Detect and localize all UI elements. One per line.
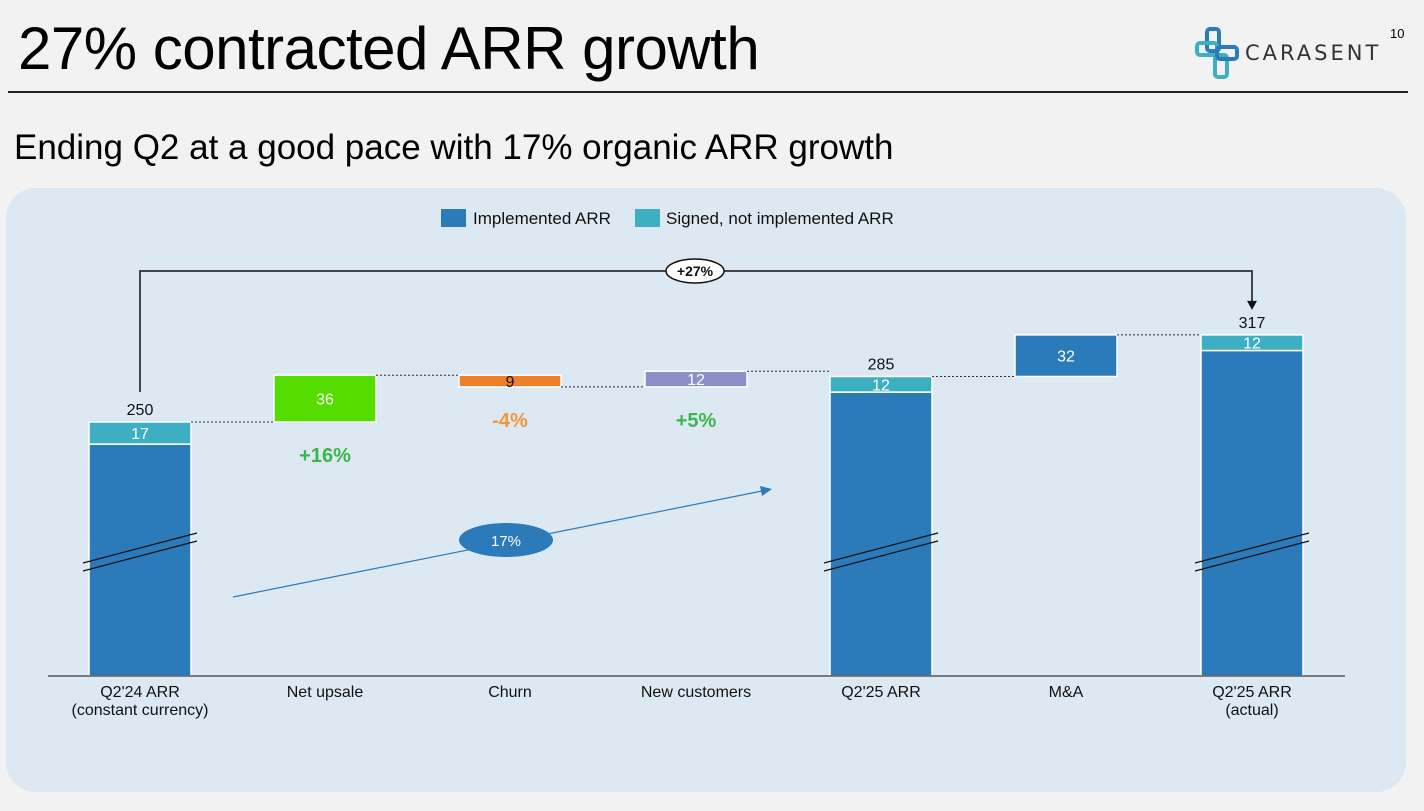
data-label-signed: 12 <box>1243 336 1261 353</box>
data-label-delta: 32 <box>1057 349 1075 366</box>
axis-break-mark <box>82 532 198 564</box>
category-label: (constant currency) <box>72 702 209 719</box>
organic-growth-arrowhead <box>760 486 772 496</box>
data-label-total: 250 <box>127 402 154 419</box>
bar-implemented <box>1200 349 1304 677</box>
axis-break-mark <box>1194 532 1310 564</box>
axis-break-mark <box>823 532 939 564</box>
category-label: Q2'25 ARR <box>1212 684 1292 701</box>
category-label: (actual) <box>1225 702 1278 719</box>
logo: CARASENT <box>1195 27 1381 79</box>
bar-delta <box>458 374 562 388</box>
growth-percent-label: +16% <box>299 445 351 467</box>
growth-percent-label: +5% <box>676 410 717 432</box>
bar-implemented <box>88 443 192 677</box>
growth-bracket-arrowhead <box>1247 300 1257 310</box>
page-number: 10 <box>1390 26 1405 41</box>
bar-signed <box>88 421 192 445</box>
legend-label-signed: Signed, not implemented ARR <box>666 209 894 228</box>
legend-swatch-signed <box>635 209 660 227</box>
bar-signed <box>1200 334 1304 352</box>
bar-signed <box>829 375 933 393</box>
category-label: Net upsale <box>287 684 364 701</box>
bar-implemented <box>829 391 933 677</box>
bar-delta <box>273 374 377 423</box>
category-label: M&A <box>1049 684 1084 701</box>
axis-break-mark <box>82 540 198 572</box>
axis-break-mark <box>1194 540 1310 572</box>
chart-subtitle: Ending Q2 at a good pace with 17% organi… <box>14 128 894 167</box>
axis-break-mark <box>823 540 939 572</box>
chart-panel <box>6 188 1406 792</box>
page-title: 27% contracted ARR growth <box>18 15 760 82</box>
growth-percent-label: -4% <box>492 410 528 432</box>
overall-growth-badge <box>665 258 725 284</box>
data-label-delta: 12 <box>687 372 705 389</box>
data-label-signed: 17 <box>131 426 149 443</box>
organic-growth-badge <box>459 523 553 557</box>
data-label-signed: 12 <box>872 377 890 394</box>
data-label-delta: 36 <box>316 392 334 409</box>
overall-growth-label: +27% <box>677 263 714 279</box>
category-label: Churn <box>488 684 532 701</box>
legend-label-implemented: Implemented ARR <box>473 209 611 228</box>
legend-swatch-implemented <box>441 209 466 227</box>
data-label-total: 317 <box>1239 315 1266 332</box>
organic-growth-label: 17% <box>491 533 521 550</box>
data-label-total: 285 <box>868 357 895 374</box>
title-divider <box>8 91 1408 93</box>
data-label-delta: 9 <box>506 374 515 391</box>
bar-delta <box>1014 334 1118 378</box>
bar-delta <box>644 370 748 388</box>
category-label: Q2'25 ARR <box>841 684 921 701</box>
category-label: New customers <box>641 684 751 701</box>
carasent-logo-icon <box>1195 27 1239 79</box>
logo-wordmark: CARASENT <box>1245 41 1382 65</box>
category-label: Q2'24 ARR <box>100 684 180 701</box>
